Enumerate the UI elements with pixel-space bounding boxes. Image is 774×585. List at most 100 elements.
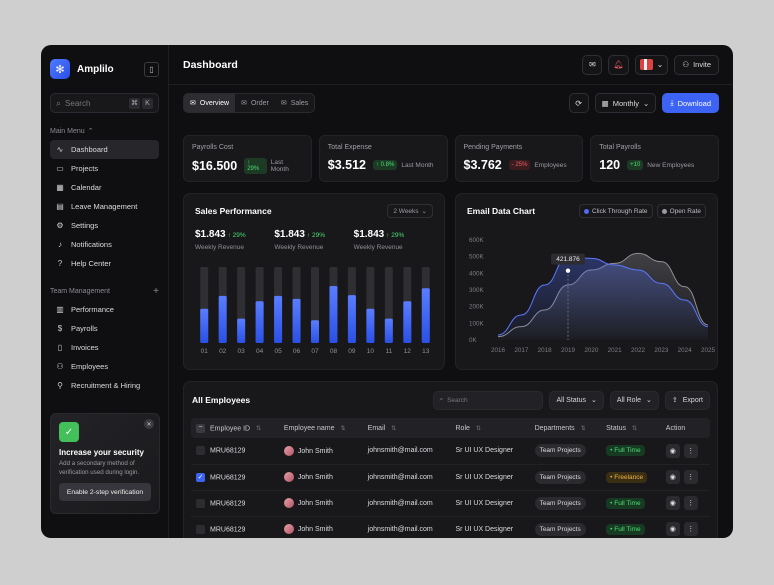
download-button[interactable]: ⤓ Download [662,93,719,113]
sidebar-item-projects[interactable]: ▭ Projects [50,159,159,178]
table-row[interactable]: MRU68129 John Smith johnsmith@mail.com Sr U… [191,438,710,465]
period-select[interactable]: ▦ Monthly ⌄ [594,93,657,113]
close-icon[interactable]: ✕ [144,419,154,429]
sort-icon[interactable]: ⇅ [475,425,481,432]
bar[interactable] [200,308,209,343]
tab-sales[interactable]: ✉ Sales [275,94,314,112]
bar[interactable] [274,295,283,343]
more-icon[interactable]: ⋮ [683,470,698,484]
status-filter[interactable]: All Status ⌄ [549,390,604,410]
column-header[interactable]: Employee name ⇅ [278,418,363,438]
table-row[interactable]: MRU68129 John Smith johnsmith@mail.com Sr U… [191,490,710,517]
bar[interactable] [237,318,246,343]
bar[interactable] [311,320,319,343]
stat-value: $3.762 [463,158,502,172]
column-header[interactable]: Status ⇅ [601,418,661,438]
x-tick-label: 04 [256,348,264,355]
sidebar-item-label: Invoices [71,343,99,352]
bar[interactable] [329,286,338,343]
more-icon[interactable]: ⋮ [683,522,698,536]
tab-order[interactable]: ✉ Order [235,94,275,112]
mail-icon[interactable]: ✉ [582,54,603,75]
bar[interactable] [347,295,356,343]
range-select[interactable]: 2 Weeks ⌄ [387,204,433,218]
row-checkbox[interactable] [196,524,205,534]
bell-icon[interactable]: 🔔︎ [608,54,629,75]
sidebar-item-calendar[interactable]: ▦ Calendar [50,178,159,197]
sidebar-item-employees[interactable]: ⚇ Employees [50,357,159,376]
refresh-icon[interactable]: ⟳ [568,93,589,113]
sidebar-item-performance[interactable]: ▥ Performance [50,300,159,319]
more-icon[interactable]: ⋮ [683,443,698,458]
bar[interactable] [292,298,301,343]
sort-icon[interactable]: ⇅ [391,425,397,432]
bar[interactable] [255,301,264,343]
select-all-checkbox[interactable]: − [196,423,205,433]
row-checkbox[interactable] [196,446,205,456]
tab-overview[interactable]: ✉ Overview [184,94,236,112]
y-tick-label: 600K [469,237,485,244]
legend-click-through[interactable]: Click Through Rate [579,204,653,218]
table-row[interactable]: ✓ MRU68129 John Smith johnsmith@mail.com Sr … [191,464,710,491]
more-icon[interactable]: ⋮ [683,496,698,510]
sidebar-collapse-icon[interactable]: ▯ [144,61,159,77]
bar[interactable] [421,288,430,343]
table-row[interactable]: MRU68129 John Smith johnsmith@mail.com Sr U… [191,516,710,538]
sidebar-item-help-center[interactable]: ? Help Center [50,254,159,273]
sort-icon[interactable]: ⇅ [580,425,586,432]
role-filter[interactable]: All Role ⌄ [609,390,659,410]
plus-icon[interactable]: + [153,285,159,297]
column-header[interactable]: Email ⇅ [362,418,451,438]
column-header[interactable]: Action [660,418,710,438]
sort-icon[interactable]: ⇅ [340,425,346,432]
revenue-label: Weekly Revenue [195,244,245,251]
stat-note: New Employees [647,161,695,169]
sort-icon[interactable]: ⇅ [256,425,262,432]
column-header[interactable]: Departments ⇅ [529,418,602,438]
chevron-up-icon: ⌃ [87,128,94,135]
mail-icon: ✉ [280,100,287,107]
stat-change-badge: ↑ 0.8% [372,160,398,170]
bar[interactable] [403,301,412,343]
sort-icon[interactable]: ⇅ [632,425,638,432]
series-line[interactable] [497,256,709,336]
legend-open-rate[interactable]: Open Rate [656,204,706,218]
export-button[interactable]: ⇪ Export [664,390,710,410]
enable-2fa-button[interactable]: Enable 2-step verification [59,483,151,502]
column-header[interactable]: − Employee ID ⇅ [191,418,279,438]
dollar-icon: $ [57,324,63,333]
view-icon[interactable]: ◉ [665,522,680,536]
x-tick-label: 2020 [584,347,599,354]
x-tick-label: 2023 [654,347,669,354]
column-header[interactable]: Role ⇅ [450,418,530,438]
sidebar-item-notifications[interactable]: ♪ Notifications [50,235,159,254]
search-input[interactable]: ⌕ Search ⌘ K [50,93,159,113]
amplilo-logo-icon: ✻ [50,59,70,79]
employee-search-input[interactable]: ⌕ Search [433,390,544,410]
employee-id: MRU68129 [210,447,246,455]
hover-point[interactable] [565,268,571,273]
view-icon[interactable]: ◉ [665,470,680,484]
employee-id: MRU68129 [210,525,246,533]
sidebar-item-recruitment-hiring[interactable]: ⚲ Recruitment & Hiring [50,376,159,395]
sidebar-item-invoices[interactable]: ▯ Invoices [50,338,159,357]
row-checkbox[interactable] [196,498,205,508]
main-menu-title[interactable]: Main Menu ⌃ [50,125,159,137]
sidebar-item-label: Leave Management [71,202,138,211]
bar[interactable] [384,318,393,343]
employees-panel: All Employees ⌕ Search All Status ⌄ All R… [183,381,718,538]
view-icon[interactable]: ◉ [665,443,680,458]
row-checkbox[interactable]: ✓ [196,472,205,482]
bar[interactable] [218,295,227,343]
sidebar-item-dashboard[interactable]: ∿ Dashboard [50,140,159,159]
activity-icon: ∿ [56,145,64,154]
invite-button[interactable]: ⚇ Invite [674,54,719,75]
employee-role: Sr UI UX Designer [450,438,530,465]
view-icon[interactable]: ◉ [665,496,680,510]
sidebar-item-payrolls[interactable]: $ Payrolls [50,319,159,338]
language-selector[interactable]: ⌄ [634,54,669,75]
sidebar-item-leave-management[interactable]: ▤ Leave Management [50,197,159,216]
legend-dot [584,208,590,214]
bar[interactable] [366,308,375,343]
sidebar-item-settings[interactable]: ⚙ Settings [50,216,159,235]
